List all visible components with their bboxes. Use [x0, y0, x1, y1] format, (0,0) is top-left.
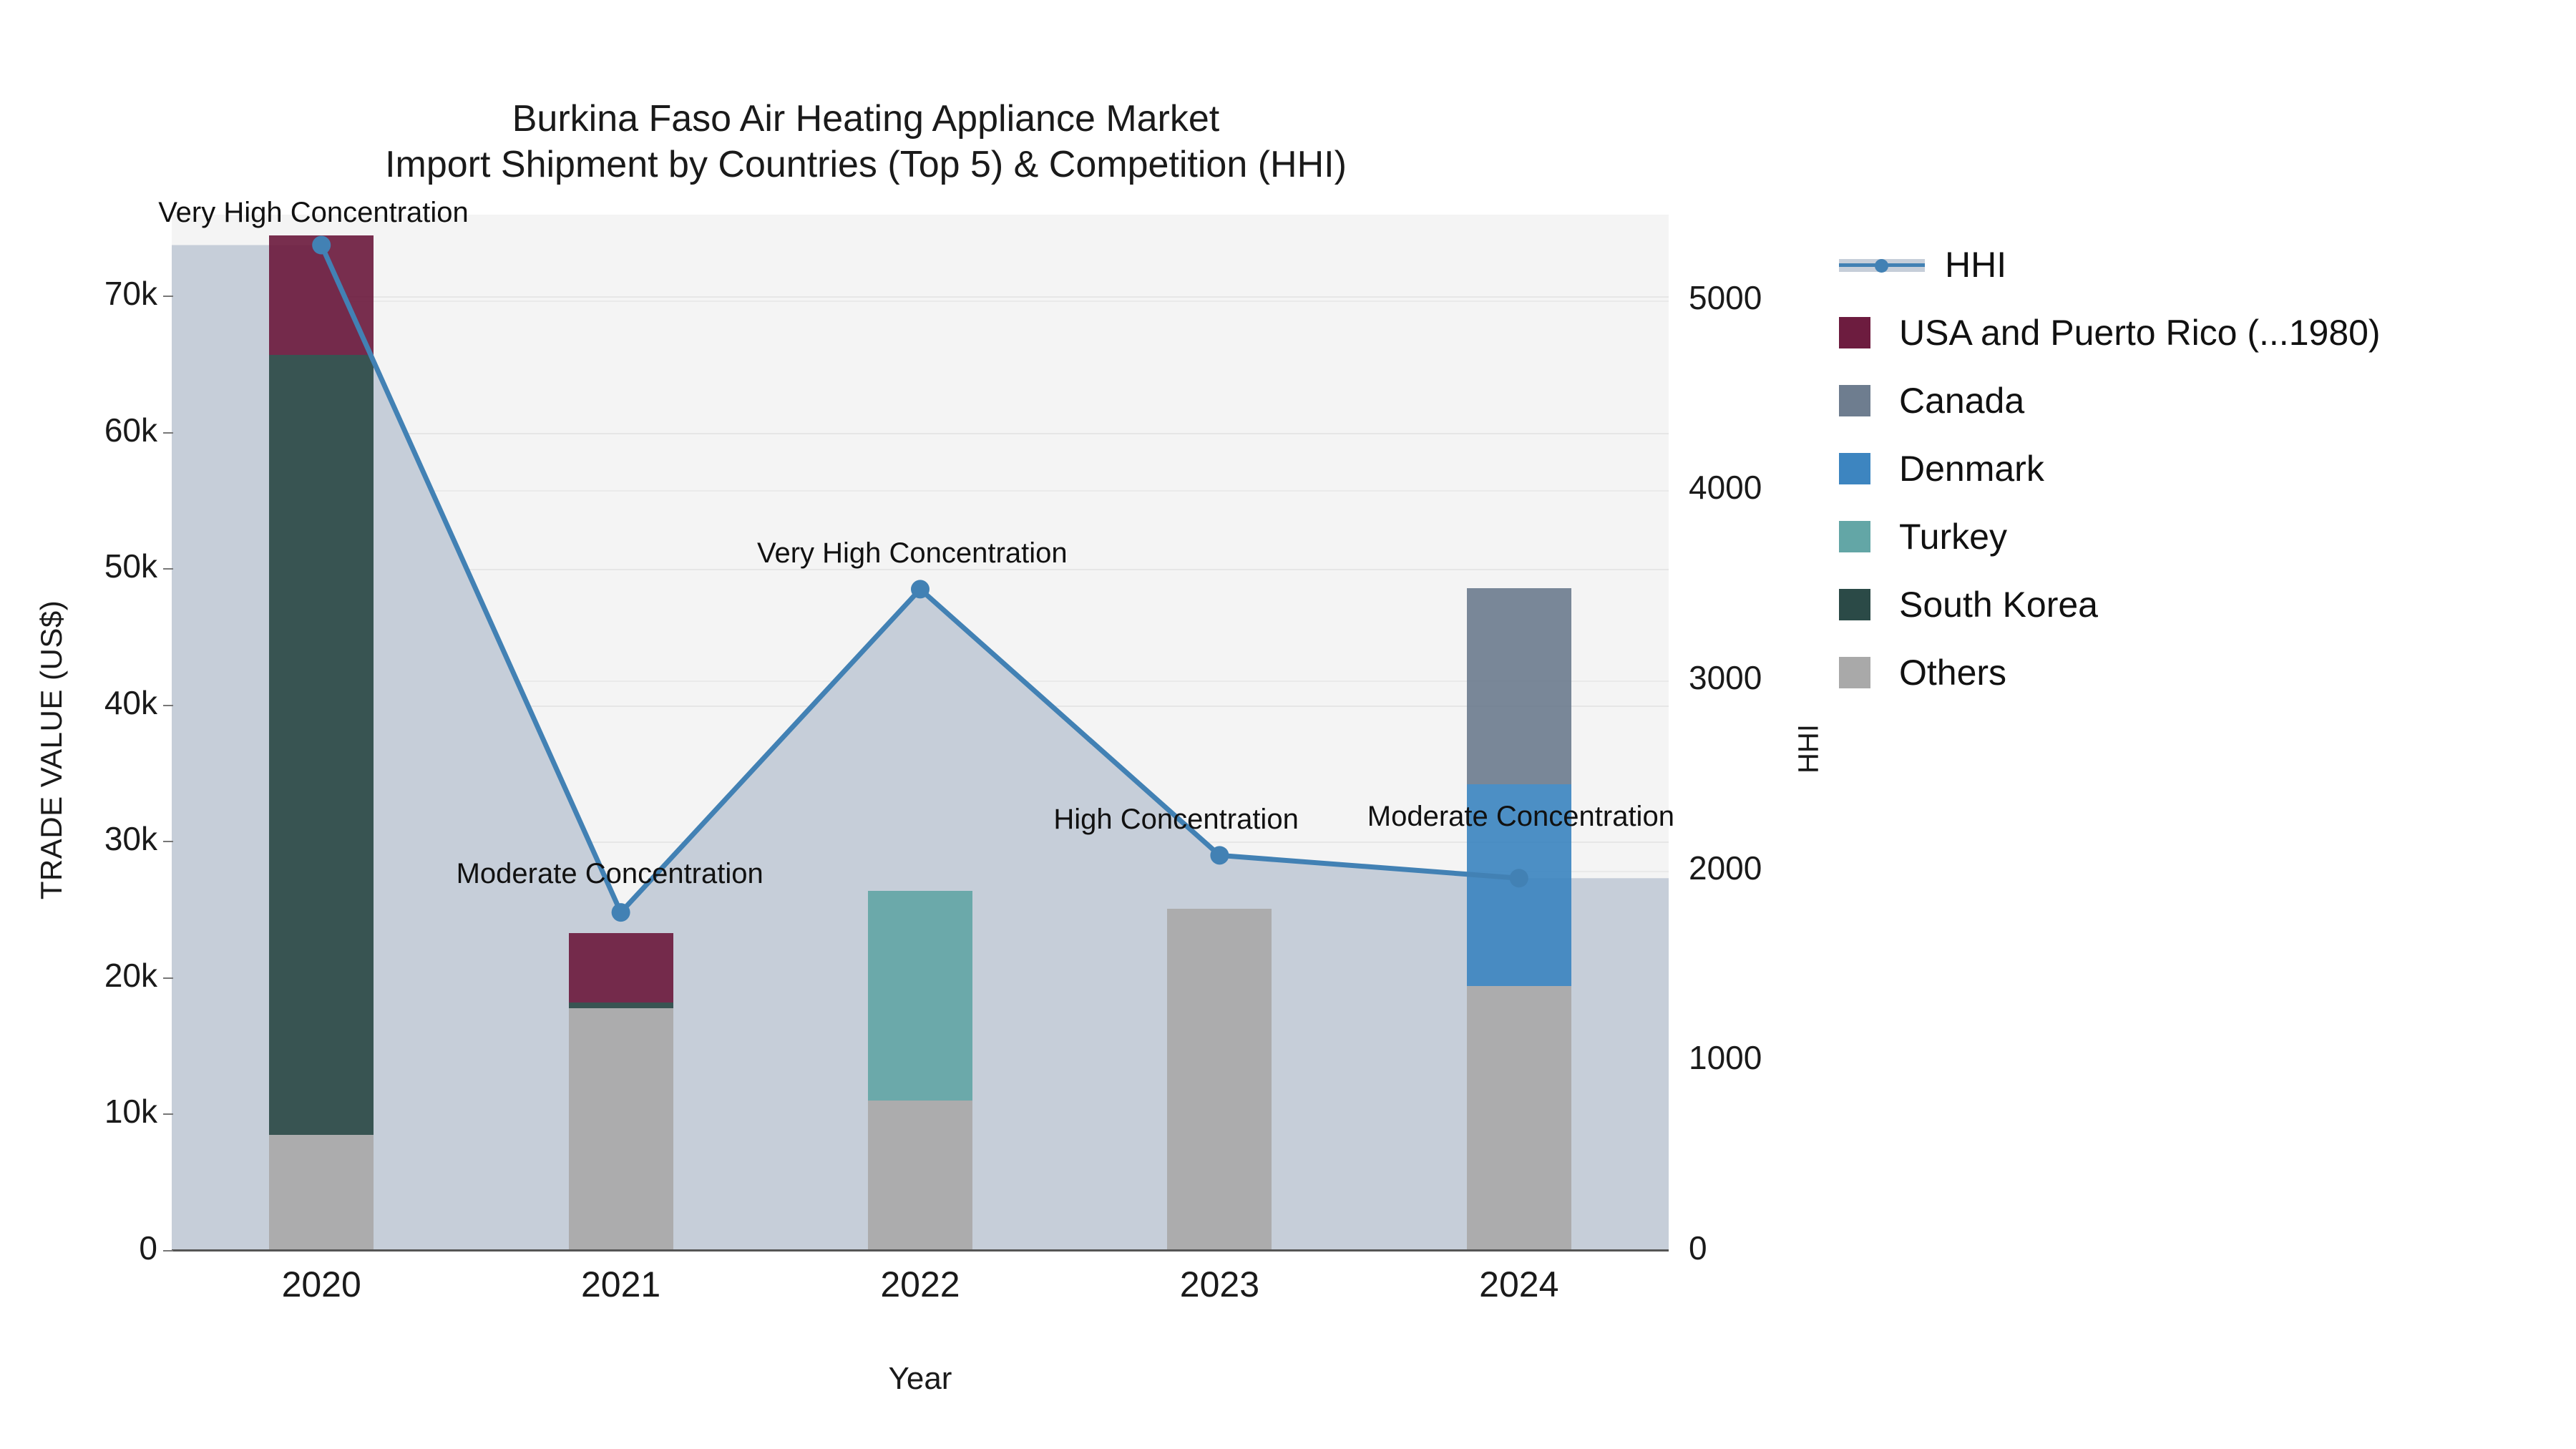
y-tick-left: 10k [104, 1093, 157, 1131]
legend-color-swatch [1839, 452, 1870, 484]
y-tick-left: 40k [104, 683, 157, 721]
y-tick-left: 20k [104, 956, 157, 994]
legend: HHI USA and Puerto Rico (...1980) Canada De… [1839, 230, 2562, 706]
bar-segment[interactable] [568, 1002, 673, 1008]
y-tick-right: 0 [1689, 1229, 1707, 1267]
y-tick-mark-left [163, 1113, 173, 1116]
chart-title-line2: Import Shipment by Countries (Top 5) & C… [385, 143, 1347, 185]
y-tick-left: 60k [104, 411, 157, 449]
legend-item-others[interactable]: Others [1839, 638, 2562, 706]
bar-2023[interactable] [1167, 215, 1272, 1251]
hhi-line [312, 235, 1528, 922]
gridline-right [172, 300, 1669, 302]
gridline-left [172, 432, 1669, 434]
y-tick-left: 30k [104, 820, 157, 858]
y-tick-mark-left [163, 704, 173, 706]
legend-item-usa-and-puerto-rico-1980[interactable]: USA and Puerto Rico (...1980) [1839, 298, 2562, 366]
annotation-2022: Very High Concentration [757, 537, 1068, 570]
chart-title-line1: Burkina Faso Air Heating Appliance Marke… [512, 98, 1220, 140]
legend-color-swatch [1839, 520, 1870, 552]
legend-label: South Korea [1899, 584, 2098, 625]
legend-item-canada[interactable]: Canada [1839, 366, 2562, 434]
legend-color-swatch [1839, 316, 1870, 348]
legend-color-swatch [1839, 656, 1870, 688]
bar-2020[interactable] [269, 215, 374, 1251]
legend-item-denmark[interactable]: Denmark [1839, 434, 2562, 502]
bar-segment[interactable] [1466, 986, 1571, 1251]
x-axis-label: Year [888, 1361, 952, 1396]
legend-color-swatch [1839, 384, 1870, 416]
y-tick-right: 4000 [1689, 469, 1762, 507]
gridline-left [172, 569, 1669, 571]
bar-segment[interactable] [1167, 908, 1272, 1251]
legend-label: Others [1899, 652, 2007, 693]
bar-segment[interactable] [568, 1008, 673, 1251]
legend-label: Denmark [1899, 448, 2044, 489]
hhi-marker[interactable] [911, 580, 930, 599]
bar-segment[interactable] [269, 235, 374, 356]
bar-segment[interactable] [269, 355, 374, 1136]
y-tick-right: 5000 [1689, 278, 1762, 316]
bar-segment[interactable] [568, 933, 673, 1003]
hhi-marker[interactable] [1210, 846, 1229, 865]
bar-2022[interactable] [868, 215, 972, 1251]
y-axis-right-label: HHI [1792, 724, 1825, 774]
legend-color-swatch [1839, 588, 1870, 620]
y-tick-right: 2000 [1689, 849, 1762, 887]
x-tick-2024: 2024 [1479, 1264, 1559, 1304]
x-tick-2021: 2021 [580, 1264, 661, 1304]
chart-title: Burkina Faso Air Heating Appliance Marke… [0, 52, 1732, 233]
plot-area [172, 215, 1669, 1251]
legend-label: Turkey [1899, 516, 2007, 557]
x-tick-2023: 2023 [1179, 1264, 1259, 1304]
hhi-marker[interactable] [312, 235, 331, 255]
bar-segment[interactable] [269, 1135, 374, 1251]
bar-segment[interactable] [868, 891, 972, 1101]
y-tick-mark-left [163, 977, 173, 979]
y-tick-right: 1000 [1689, 1039, 1762, 1077]
legend-item-hhi[interactable]: HHI [1839, 230, 2562, 298]
legend-label: USA and Puerto Rico (...1980) [1899, 312, 2381, 353]
bar-segment[interactable] [1466, 588, 1571, 785]
legend-label: HHI [1945, 244, 2007, 285]
x-tick-2020: 2020 [281, 1264, 361, 1304]
y-tick-mark-left [163, 1250, 173, 1252]
y-tick-mark-left [163, 841, 173, 843]
gridline-right [172, 490, 1669, 492]
annotation-2021: Moderate Concentration [456, 858, 763, 890]
annotation-2024: Moderate Concentration [1367, 801, 1674, 833]
y-tick-mark-left [163, 568, 173, 570]
y-axis-left-label: TRADE VALUE (US$) [34, 600, 68, 900]
y-tick-mark-left [163, 296, 173, 298]
legend-line-swatch [1839, 249, 1925, 280]
hhi-marker[interactable] [1509, 869, 1528, 888]
bar-2024[interactable] [1466, 215, 1571, 1251]
y-tick-left: 70k [104, 275, 157, 313]
y-tick-left: 0 [139, 1229, 157, 1267]
annotation-2020: Very High Concentration [158, 196, 469, 228]
hhi-marker[interactable] [611, 903, 630, 922]
annotation-2023: High Concentration [1053, 804, 1299, 836]
legend-label: Canada [1899, 380, 2025, 421]
bar-segment[interactable] [868, 1101, 972, 1251]
y-tick-right: 3000 [1689, 658, 1762, 696]
legend-item-turkey[interactable]: Turkey [1839, 502, 2562, 570]
y-tick-left: 50k [104, 547, 157, 585]
x-axis-spine [172, 1249, 1669, 1252]
legend-item-south-korea[interactable]: South Korea [1839, 570, 2562, 638]
y-tick-mark-left [163, 431, 173, 434]
hhi-area-fill [172, 245, 1669, 1251]
bar-2021[interactable] [568, 215, 673, 1251]
gridline-left [172, 296, 1669, 298]
x-tick-2022: 2022 [880, 1264, 960, 1304]
